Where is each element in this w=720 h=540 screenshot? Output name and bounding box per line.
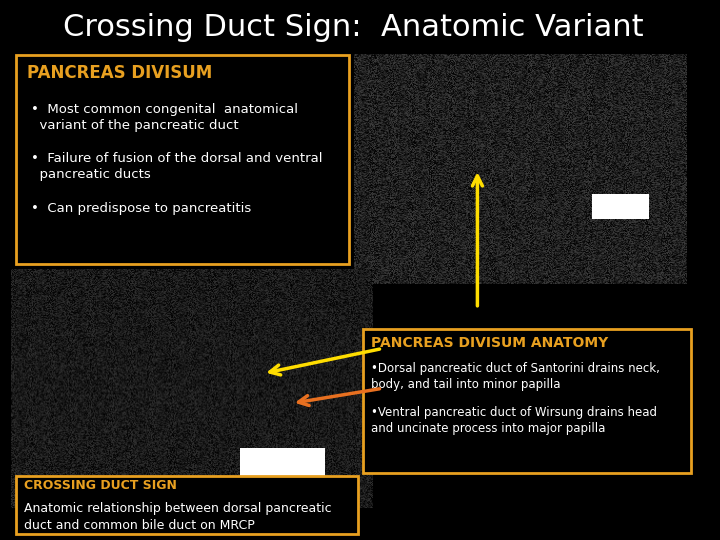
Bar [364, 329, 691, 473]
Text: PANCREAS DIVISUM: PANCREAS DIVISUM [27, 64, 212, 82]
Bar [16, 476, 359, 534]
Text: Crossing Duct Sign:  Anatomic Variant: Crossing Duct Sign: Anatomic Variant [63, 14, 644, 42]
Text: •Ventral pancreatic duct of Wirsung drains head
and uncinate process into major : •Ventral pancreatic duct of Wirsung drai… [371, 406, 657, 435]
Text: •Dorsal pancreatic duct of Santorini drains neck,
body, and tail into minor papi: •Dorsal pancreatic duct of Santorini dra… [371, 362, 660, 392]
Text: CROSSING DUCT SIGN: CROSSING DUCT SIGN [24, 480, 176, 492]
Text: •  Failure of fusion of the dorsal and ventral
  pancreatic ducts: • Failure of fusion of the dorsal and ve… [31, 152, 323, 181]
Text: •  Most common congenital  anatomical
  variant of the pancreatic duct: • Most common congenital anatomical vari… [31, 103, 298, 132]
Text: Anatomic relationship between dorsal pancreatic
duct and common bile duct on MRC: Anatomic relationship between dorsal pan… [24, 502, 331, 532]
Text: •  Can predispose to pancreatitis: • Can predispose to pancreatitis [31, 202, 251, 215]
Bar [16, 55, 349, 264]
Bar [592, 194, 649, 219]
Text: PANCREAS DIVISUM ANATOMY: PANCREAS DIVISUM ANATOMY [371, 335, 608, 349]
Bar [240, 448, 325, 478]
